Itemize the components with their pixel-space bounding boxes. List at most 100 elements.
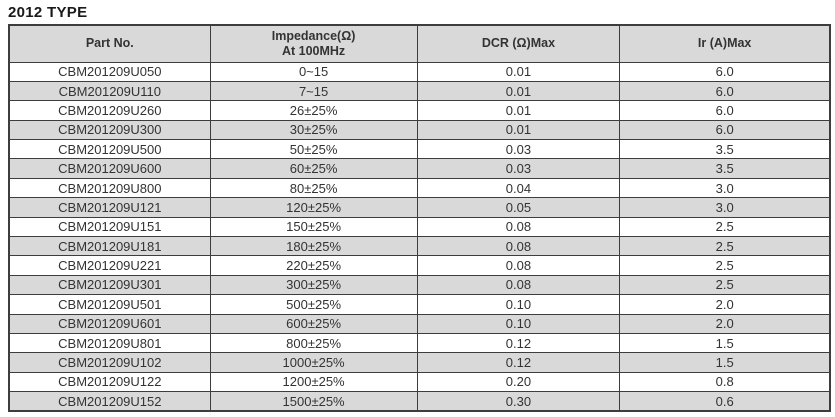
- cell-dcr: 0.10: [416, 313, 621, 334]
- cell-ir: 6.0: [619, 80, 831, 102]
- cell-impedance: 26±25%: [209, 100, 418, 121]
- cell-ir: 6.0: [619, 61, 831, 82]
- col-header-part-no: Part No.: [8, 24, 211, 63]
- cell-part-no: CBM201209U800: [8, 177, 211, 199]
- cell-dcr: 0.10: [416, 294, 621, 315]
- cell-impedance: 1200±25%: [209, 371, 418, 393]
- cell-part-no: CBM201209U500: [8, 139, 211, 160]
- cell-ir: 3.0: [619, 177, 831, 199]
- cell-ir: 0.6: [619, 391, 831, 412]
- table-row: CBM201209U600 60±25% 0.03 3.5: [8, 158, 831, 179]
- cell-part-no: CBM201209U122: [8, 371, 211, 393]
- cell-ir: 3.5: [619, 139, 831, 160]
- spec-table: Part No. Impedance(Ω) At 100MHz DCR (Ω)M…: [8, 24, 831, 413]
- cell-dcr: 0.01: [416, 100, 621, 121]
- cell-dcr: 0.03: [416, 158, 621, 179]
- cell-dcr: 0.30: [416, 391, 621, 412]
- table-row: CBM201209U152 1500±25% 0.30 0.6: [8, 391, 831, 412]
- cell-impedance: 800±25%: [209, 332, 418, 354]
- cell-ir: 2.0: [619, 294, 831, 315]
- table-row: CBM201209U501 500±25% 0.10 2.0: [8, 294, 831, 315]
- table-row: CBM201209U301 300±25% 0.08 2.5: [8, 274, 831, 296]
- col-header-impedance-line2: At 100MHz: [281, 43, 346, 58]
- col-header-dcr: DCR (Ω)Max: [416, 24, 621, 63]
- cell-impedance: 500±25%: [209, 294, 418, 315]
- cell-impedance: 60±25%: [209, 158, 418, 179]
- cell-ir: 3.0: [619, 197, 831, 218]
- cell-ir: 0.8: [619, 371, 831, 393]
- cell-impedance: 300±25%: [209, 274, 418, 296]
- table-row: CBM201209U260 26±25% 0.01 6.0: [8, 100, 831, 121]
- col-header-ir: Ir (A)Max: [619, 24, 831, 63]
- table-row: CBM201209U221 220±25% 0.08 2.5: [8, 255, 831, 276]
- cell-dcr: 0.08: [416, 216, 621, 238]
- cell-part-no: CBM201209U102: [8, 352, 211, 373]
- cell-impedance: 1000±25%: [209, 352, 418, 373]
- table-row: CBM201209U050 0~15 0.01 6.0: [8, 61, 831, 82]
- cell-dcr: 0.08: [416, 236, 621, 257]
- cell-part-no: CBM201209U801: [8, 332, 211, 354]
- cell-ir: 6.0: [619, 100, 831, 121]
- cell-ir: 2.0: [619, 313, 831, 334]
- cell-ir: 2.5: [619, 216, 831, 238]
- table-row: CBM201209U800 80±25% 0.04 3.0: [8, 177, 831, 199]
- col-header-impedance: Impedance(Ω) At 100MHz: [209, 24, 418, 63]
- cell-ir: 2.5: [619, 274, 831, 296]
- cell-impedance: 30±25%: [209, 119, 418, 141]
- cell-dcr: 0.08: [416, 274, 621, 296]
- cell-part-no: CBM201209U152: [8, 391, 211, 412]
- table-row: CBM201209U801 800±25% 0.12 1.5: [8, 332, 831, 354]
- cell-part-no: CBM201209U151: [8, 216, 211, 238]
- table-body: CBM201209U050 0~15 0.01 6.0 CBM201209U110 7~1…: [8, 61, 831, 412]
- cell-dcr: 0.03: [416, 139, 621, 160]
- cell-dcr: 0.08: [416, 255, 621, 276]
- cell-ir: 3.5: [619, 158, 831, 179]
- cell-impedance: 1500±25%: [209, 391, 418, 412]
- col-header-impedance-line1: Impedance(Ω): [271, 28, 356, 43]
- table-row: CBM201209U102 1000±25% 0.12 1.5: [8, 352, 831, 373]
- cell-part-no: CBM201209U501: [8, 294, 211, 315]
- cell-ir: 2.5: [619, 255, 831, 276]
- cell-ir: 1.5: [619, 352, 831, 373]
- cell-dcr: 0.01: [416, 80, 621, 102]
- cell-dcr: 0.05: [416, 197, 621, 218]
- cell-part-no: CBM201209U600: [8, 158, 211, 179]
- cell-ir: 6.0: [619, 119, 831, 141]
- page-title: 2012 TYPE: [8, 4, 88, 21]
- cell-part-no: CBM201209U181: [8, 236, 211, 257]
- table-row: CBM201209U151 150±25% 0.08 2.5: [8, 216, 831, 238]
- table-row: CBM201209U601 600±25% 0.10 2.0: [8, 313, 831, 334]
- cell-part-no: CBM201209U601: [8, 313, 211, 334]
- cell-part-no: CBM201209U121: [8, 197, 211, 218]
- cell-impedance: 120±25%: [209, 197, 418, 218]
- cell-impedance: 0~15: [209, 61, 418, 82]
- table-row: CBM201209U121 120±25% 0.05 3.0: [8, 197, 831, 218]
- cell-dcr: 0.01: [416, 61, 621, 82]
- cell-dcr: 0.01: [416, 119, 621, 141]
- table-row: CBM201209U181 180±25% 0.08 2.5: [8, 236, 831, 257]
- table-row: CBM201209U500 50±25% 0.03 3.5: [8, 139, 831, 160]
- cell-dcr: 0.12: [416, 352, 621, 373]
- table-row: CBM201209U122 1200±25% 0.20 0.8: [8, 371, 831, 393]
- cell-part-no: CBM201209U300: [8, 119, 211, 141]
- cell-ir: 2.5: [619, 236, 831, 257]
- cell-part-no: CBM201209U301: [8, 274, 211, 296]
- header-row: Part No. Impedance(Ω) At 100MHz DCR (Ω)M…: [8, 24, 831, 63]
- cell-dcr: 0.04: [416, 177, 621, 199]
- cell-impedance: 600±25%: [209, 313, 418, 334]
- cell-part-no: CBM201209U260: [8, 100, 211, 121]
- cell-part-no: CBM201209U221: [8, 255, 211, 276]
- cell-part-no: CBM201209U110: [8, 80, 211, 102]
- cell-impedance: 150±25%: [209, 216, 418, 238]
- cell-dcr: 0.20: [416, 371, 621, 393]
- cell-impedance: 7~15: [209, 80, 418, 102]
- table-row: CBM201209U110 7~15 0.01 6.0: [8, 80, 831, 102]
- cell-impedance: 220±25%: [209, 255, 418, 276]
- cell-impedance: 180±25%: [209, 236, 418, 257]
- cell-part-no: CBM201209U050: [8, 61, 211, 82]
- cell-ir: 1.5: [619, 332, 831, 354]
- cell-dcr: 0.12: [416, 332, 621, 354]
- cell-impedance: 50±25%: [209, 139, 418, 160]
- cell-impedance: 80±25%: [209, 177, 418, 199]
